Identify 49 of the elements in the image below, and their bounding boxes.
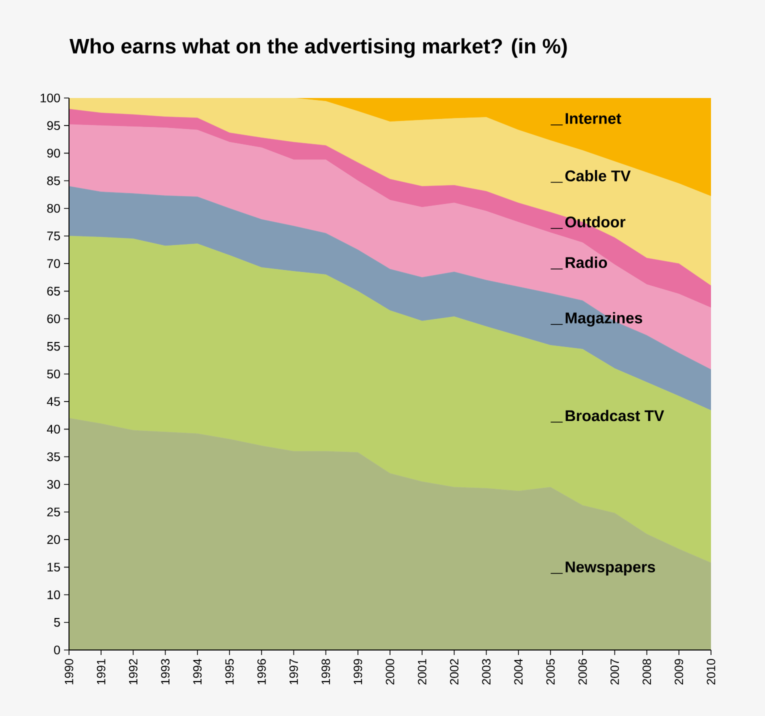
x-tick-label: 1991 (96, 659, 106, 684)
y-tick-label: 65 (47, 286, 60, 296)
y-tick-label: 10 (48, 590, 60, 600)
x-tick-label: 2002 (450, 659, 458, 685)
x-tick-label: 2007 (610, 659, 619, 685)
x-tick-label: 2009 (674, 659, 684, 685)
y-tick-label: 35 (47, 452, 60, 462)
y-tick-label: 45 (46, 397, 60, 406)
y-tick-label: 5 (54, 618, 60, 627)
series-label: Outdoor (565, 216, 626, 228)
series-label: Newspapers (566, 562, 656, 576)
x-tick-label: 1995 (225, 659, 234, 684)
series-label: Internet (566, 113, 622, 124)
x-tick-label: 1990 (64, 658, 74, 684)
x-tick-label: 2004 (514, 658, 523, 685)
y-tick-label: 0 (54, 646, 60, 654)
x-tick-label: 2000 (386, 658, 394, 685)
y-tick-label: 25 (47, 508, 60, 516)
x-tick-label: 1994 (193, 658, 202, 684)
y-tick-label: 55 (47, 342, 60, 351)
series-label: Cable TV (565, 170, 631, 182)
y-tick-label: 60 (47, 314, 60, 324)
y-tick-label: 70 (47, 259, 60, 268)
series-label: Radio (566, 256, 607, 268)
x-tick-label: 2010 (706, 658, 716, 685)
y-tick-label: 75 (47, 232, 60, 240)
x-tick-label: 1992 (128, 659, 138, 684)
y-tick-label: 30 (47, 480, 60, 489)
x-tick-label: 2003 (482, 659, 491, 685)
x-tick-label: 1996 (257, 659, 266, 684)
x-tick-label: 2005 (546, 659, 555, 685)
y-tick-label: 15 (48, 562, 60, 572)
y-tick-label: 20 (47, 535, 60, 544)
y-tick-label: 80 (47, 204, 60, 213)
y-tick-label: 85 (47, 176, 60, 186)
y-tick-label: 100 (40, 94, 60, 102)
x-tick-label: 2008 (642, 659, 652, 685)
y-tick-label: 95 (47, 121, 60, 130)
y-tick-label: 50 (47, 370, 60, 378)
y-tick-label: 90 (47, 148, 60, 158)
y-tick-label: 40 (46, 424, 60, 434)
series-label: Broadcast TV (566, 410, 664, 422)
x-tick-label: 1999 (354, 659, 362, 684)
x-tick-label: 1993 (161, 659, 170, 684)
x-tick-label: 1998 (322, 659, 330, 684)
x-tick-label: 2001 (418, 659, 426, 685)
chart-title: Who earns what on the advertising market? (in %) (70, 38, 567, 58)
x-tick-label: 2006 (578, 659, 587, 685)
x-tick-label: 1997 (289, 659, 298, 684)
